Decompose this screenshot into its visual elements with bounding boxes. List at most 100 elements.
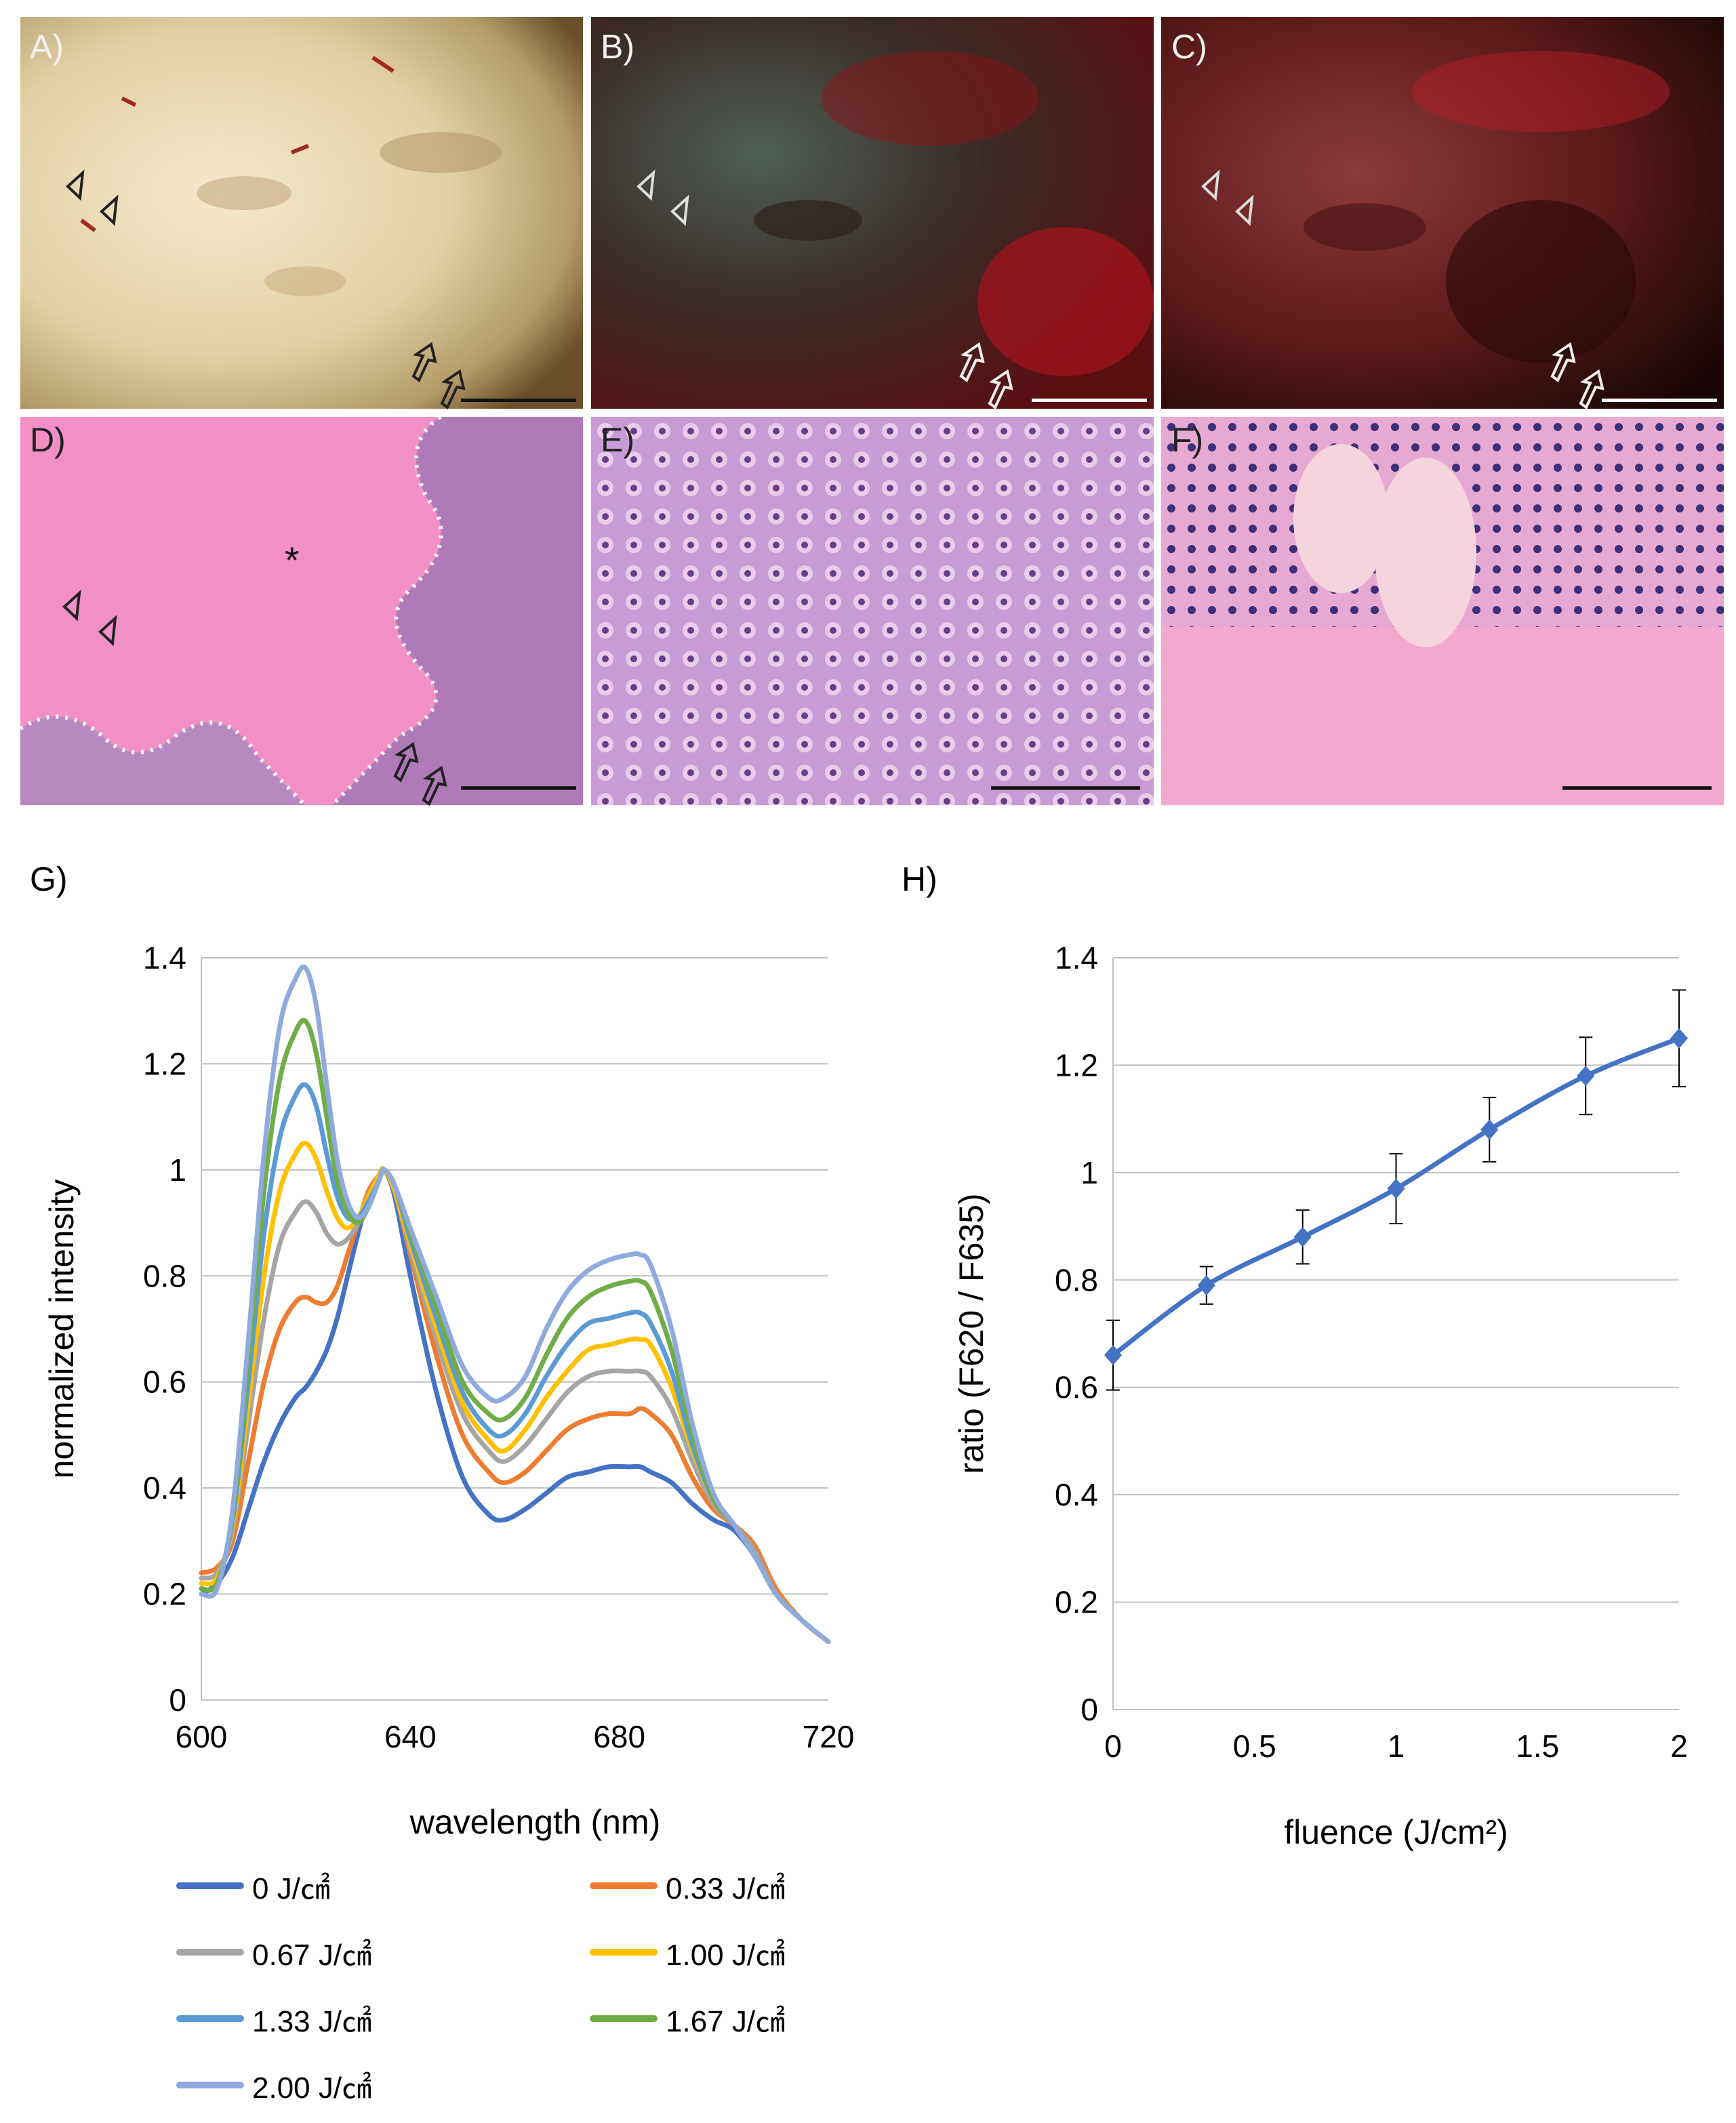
scale-bar [1032,399,1147,402]
legend-item: 1.67 J/㎠ [590,1997,785,2040]
series-line-6 [199,964,831,1644]
scale-bar [461,399,576,402]
legend-item: 1.00 J/㎠ [590,1930,785,1974]
arrow-icon [959,342,985,383]
legend-swatch [176,1949,244,1956]
panel-label-e: E) [601,421,634,459]
legend-swatch [176,1882,244,1889]
legend-label: 2.00 J/㎠ [252,2071,372,2105]
legend-label: 0.67 J/㎠ [252,1939,372,1972]
chart-h-x-tick-label: 1 [1388,1728,1405,1764]
panel-label-f: F) [1171,421,1204,459]
chart-g-y-axis-title: normalized intensity [43,1179,81,1479]
legend-item: 0.67 J/㎠ [176,1930,371,1974]
marker-overlay [62,169,1604,807]
panel-label-g: G) [30,860,68,898]
data-point [1104,1345,1122,1366]
arrow-icon [1550,342,1576,383]
arrow-icon [411,342,437,383]
chart-h-x-tick-label: 1.5 [1516,1728,1559,1764]
arrowhead-icon [637,169,655,201]
chart-g-x-tick-label: 640 [384,1719,437,1754]
chart-g-y-tick-label: 0.4 [143,1470,186,1505]
legend-label: 0.33 J/㎠ [666,1872,786,1905]
data-point [1197,1275,1215,1296]
arrowhead-icon [1235,194,1254,226]
arrowhead-icon [100,194,119,226]
arrow-icon [422,765,447,807]
legend-swatch [590,1949,658,1956]
chart-h-x-tick-label: 2 [1670,1728,1688,1764]
chart-h-y-tick-label: 0.8 [1055,1262,1098,1297]
chart-h-y-tick-label: 1 [1081,1155,1098,1190]
legend-label: 1.00 J/㎠ [666,1939,786,1972]
legend-item: 1.33 J/㎠ [176,1997,371,2040]
series-line-1 [199,1167,831,1644]
arrowhead-icon [1201,169,1220,201]
panel-label-d: D) [30,421,66,459]
chart-h-y-tick-label: 0 [1081,1692,1098,1727]
chart-g-x-axis-title: wavelength (nm) [409,1803,661,1841]
chart-h-y-tick-label: 0.6 [1055,1370,1098,1405]
data-point [1670,1028,1688,1049]
chart-h-y-tick-label: 1.4 [1055,940,1098,975]
legend-swatch [590,2015,658,2022]
legend-swatch [176,2015,244,2022]
legend-item: 0.33 J/㎠ [590,1864,785,1907]
chart-g-y-tick-label: 1 [169,1152,186,1188]
chart-h-y-tick-label: 1.2 [1055,1047,1098,1083]
chart-g-x-tick-label: 720 [803,1719,855,1754]
histology-panel-d: * [20,417,583,805]
chart-h-y-tick-label: 0.4 [1055,1477,1098,1512]
series-line-4 [199,1082,831,1644]
series-line-3 [199,1141,831,1644]
chart-g-y-tick-label: 0.2 [143,1577,186,1612]
chart-g-y-tick-label: 0 [169,1682,186,1718]
panel-label-b: B) [601,28,634,66]
chart-g-y-tick-label: 1.2 [143,1046,186,1081]
data-point [1480,1119,1499,1140]
chart-g-x-tick-label: 600 [176,1719,228,1754]
legend-swatch [590,1882,658,1889]
chart-h-x-tick-label: 0 [1104,1728,1122,1764]
chart-h-x-axis-title: fluence (J/cm²) [1284,1813,1508,1851]
data-point [1577,1066,1595,1087]
legend-label: 1.33 J/㎠ [252,2005,372,2038]
chart-legend: 0 J/㎠ 0.33 J/㎠ 0.67 J/㎠ 1.00 J/㎠ 1.33 J/㎠ 1.6… [176,1864,895,2122]
panel-label-c: C) [1171,28,1207,66]
scale-bar [1602,399,1717,402]
series-line-0 [199,1166,831,1644]
legend-swatch [176,2082,244,2088]
series-line-2 [199,1167,831,1644]
scale-bar [1562,786,1712,790]
arrow-icon [988,369,1013,410]
chart-g-y-tick-label: 1.4 [143,940,186,975]
arrowhead-icon [62,589,81,622]
legend-item: 2.00 J/㎠ [176,2063,371,2107]
data-point [1293,1226,1312,1247]
legend-label: 0 J/㎠ [252,1872,330,1905]
series-line-5 [199,1017,831,1644]
arrow-icon [440,369,466,410]
chart-h-y-axis-title: ratio (F620 / F635) [952,1193,990,1474]
arrowhead-icon [66,169,85,201]
chart-g-x-tick-label: 680 [593,1719,645,1754]
arrow-icon [393,742,419,783]
chart-g-y-tick-label: 0.8 [143,1258,186,1293]
legend-item: 0 J/㎠ [176,1864,330,1907]
photo-panel-c [1161,17,1724,409]
charts-svg: 0 0.2 0.4 0.6 0.8 1 1.2 1.4 600 640 680 720 waveleng… [43,940,1688,1851]
scale-bar [461,786,576,790]
chart-g-y-tick-label: 0.6 [143,1364,186,1400]
scale-bar [991,786,1140,790]
data-point [1387,1178,1405,1199]
arrowhead-icon [98,614,117,647]
chart-h-y-tick-label: 0.2 [1055,1585,1098,1620]
arrow-icon [1579,369,1604,410]
histology-panel-e [591,417,1154,805]
histology-panel-f [1161,417,1724,805]
panel-label-h: H) [902,860,937,898]
svg-text:*: * [285,539,299,581]
chart-h-x-tick-label: 0.5 [1233,1728,1276,1764]
legend-label: 1.67 J/㎠ [666,2005,786,2038]
